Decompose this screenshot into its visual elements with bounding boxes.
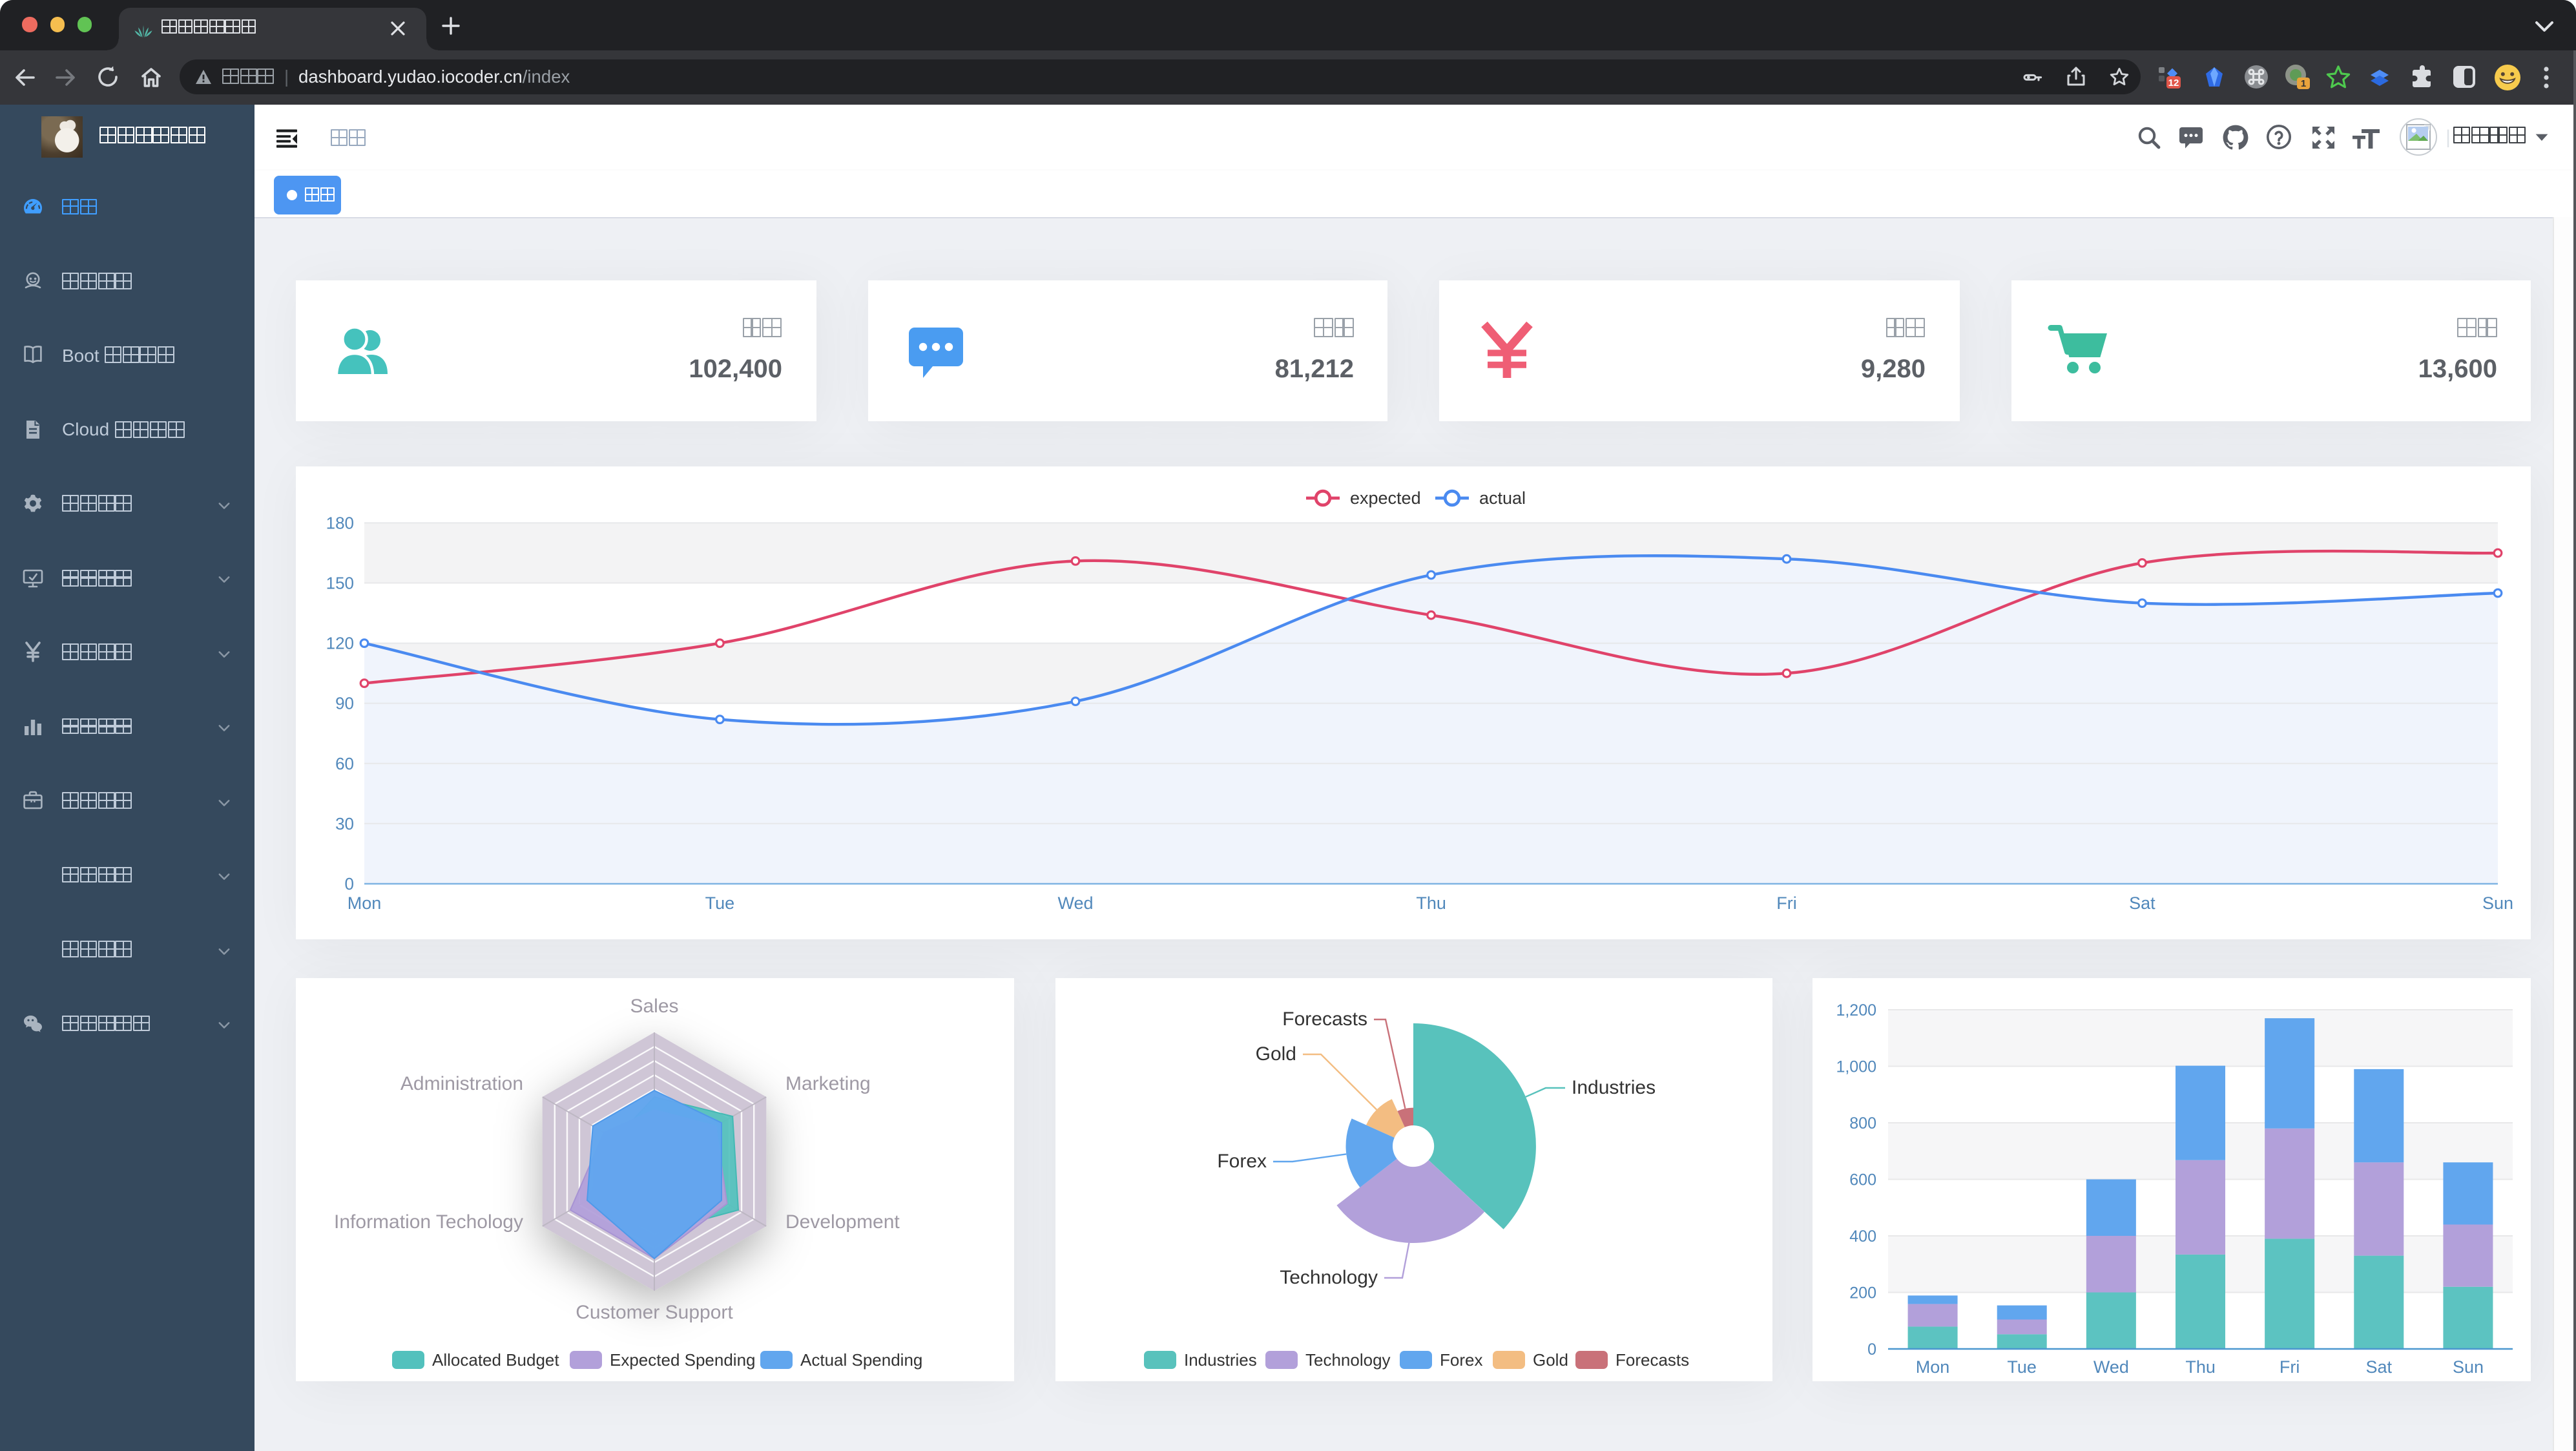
svg-text:Mon: Mon <box>1915 1357 1949 1376</box>
svg-text:Information Techology: Information Techology <box>334 1211 523 1232</box>
svg-text:150: 150 <box>326 573 354 592</box>
svg-text:Marketing: Marketing <box>785 1072 871 1094</box>
svg-text:Thu: Thu <box>2185 1357 2215 1376</box>
svg-text:Tue: Tue <box>2006 1357 2036 1376</box>
svg-text:Gold: Gold <box>1255 1043 1296 1064</box>
svg-text:Sales: Sales <box>630 995 678 1016</box>
svg-text:actual: actual <box>1479 488 1526 508</box>
svg-text:0: 0 <box>1867 1340 1876 1358</box>
svg-text:600: 600 <box>1849 1171 1876 1189</box>
svg-text:200: 200 <box>1849 1283 1876 1301</box>
svg-text:Customer Support: Customer Support <box>576 1301 733 1322</box>
svg-text:Allocated Budget: Allocated Budget <box>432 1350 559 1369</box>
svg-text:0: 0 <box>345 874 354 893</box>
svg-text:Sat: Sat <box>2365 1357 2392 1376</box>
svg-text:Wed: Wed <box>1057 893 1093 913</box>
svg-text:Development: Development <box>785 1211 900 1232</box>
svg-text:Forex: Forex <box>1439 1350 1482 1369</box>
svg-text:Technology: Technology <box>1305 1350 1390 1369</box>
svg-text:1: 1 <box>2301 78 2306 89</box>
svg-text:12: 12 <box>2168 77 2179 88</box>
svg-text:Mon: Mon <box>348 893 382 913</box>
svg-text:Forex: Forex <box>1216 1150 1266 1171</box>
svg-text:1,200: 1,200 <box>1835 1001 1876 1019</box>
svg-text:Sun: Sun <box>2482 893 2513 913</box>
svg-text:90: 90 <box>335 694 354 713</box>
svg-text:expected: expected <box>1350 488 1421 508</box>
svg-text:180: 180 <box>326 513 354 532</box>
svg-text:120: 120 <box>326 634 354 653</box>
svg-text:Fri: Fri <box>1776 893 1796 913</box>
svg-text:Expected Spending: Expected Spending <box>610 1350 756 1369</box>
svg-text:800: 800 <box>1849 1114 1876 1132</box>
svg-text:Forecasts: Forecasts <box>1282 1008 1367 1029</box>
svg-text:Industries: Industries <box>1183 1350 1256 1369</box>
svg-text:Administration: Administration <box>400 1072 523 1094</box>
svg-text:Forecasts: Forecasts <box>1615 1350 1688 1369</box>
svg-text:30: 30 <box>335 814 354 833</box>
svg-text:Fri: Fri <box>2279 1357 2299 1376</box>
svg-text:Sat: Sat <box>2129 893 2155 913</box>
svg-text:1,000: 1,000 <box>1835 1057 1876 1075</box>
svg-text:Tue: Tue <box>705 893 735 913</box>
svg-text:Actual Spending: Actual Spending <box>800 1350 922 1369</box>
svg-text:Industries: Industries <box>1571 1076 1655 1098</box>
svg-text:Gold: Gold <box>1532 1350 1568 1369</box>
svg-text:Thu: Thu <box>1416 893 1446 913</box>
svg-text:Wed: Wed <box>2093 1357 2128 1376</box>
svg-text:60: 60 <box>335 754 354 773</box>
svg-text:Technology: Technology <box>1279 1266 1377 1288</box>
svg-text:Sun: Sun <box>2452 1357 2483 1376</box>
svg-text:400: 400 <box>1849 1227 1876 1245</box>
